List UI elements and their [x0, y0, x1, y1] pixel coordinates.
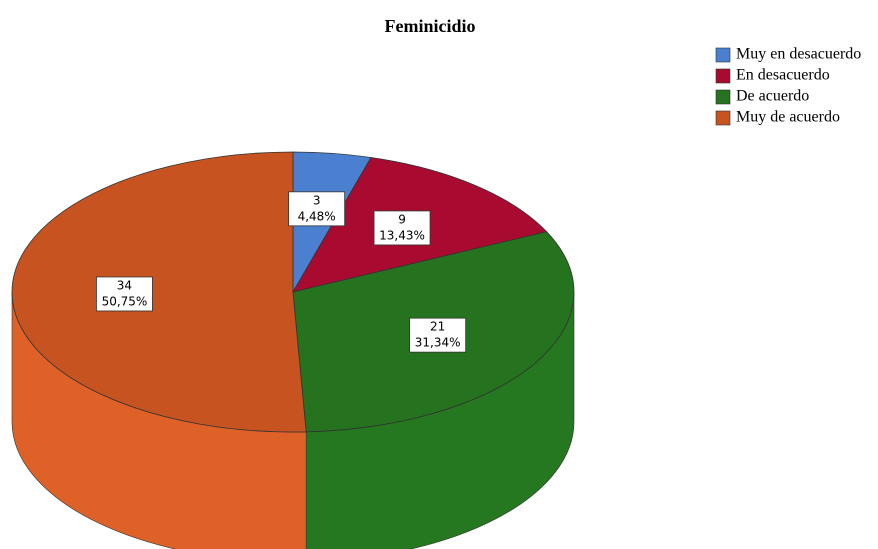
data-label-count: 21	[430, 320, 445, 334]
legend-swatch	[715, 47, 731, 63]
legend-label: En desacuerdo	[736, 67, 830, 84]
legend-swatch	[715, 68, 731, 84]
data-label-percent: 13,43%	[379, 228, 425, 242]
data-label-box	[288, 191, 346, 227]
data-label-percent: 50,75%	[102, 294, 148, 308]
pie-slice	[11, 151, 307, 433]
legend-swatch	[715, 89, 731, 105]
data-labels: 3 4,48% 9 13,43% 21 31,34% 34 50,75%	[96, 191, 467, 353]
data-label-percent: 31,34%	[415, 336, 461, 350]
data-label-count: 34	[117, 278, 132, 292]
data-label-box	[373, 210, 431, 246]
legend-label: Muy en desacuerdo	[736, 46, 861, 63]
legend-label: Muy de acuerdo	[736, 109, 840, 126]
data-label-count: 3	[313, 193, 321, 207]
data-label-count: 9	[398, 212, 406, 226]
legend: Muy en desacuerdo En desacuerdo De acuerdo…	[715, 46, 861, 126]
legend-swatch	[715, 110, 731, 126]
legend-label: De acuerdo	[736, 88, 809, 105]
data-label-box	[409, 317, 467, 353]
data-label-percent: 4,48%	[298, 209, 336, 223]
chart-title: Feminicidio	[385, 16, 476, 36]
data-label-box	[96, 276, 153, 312]
